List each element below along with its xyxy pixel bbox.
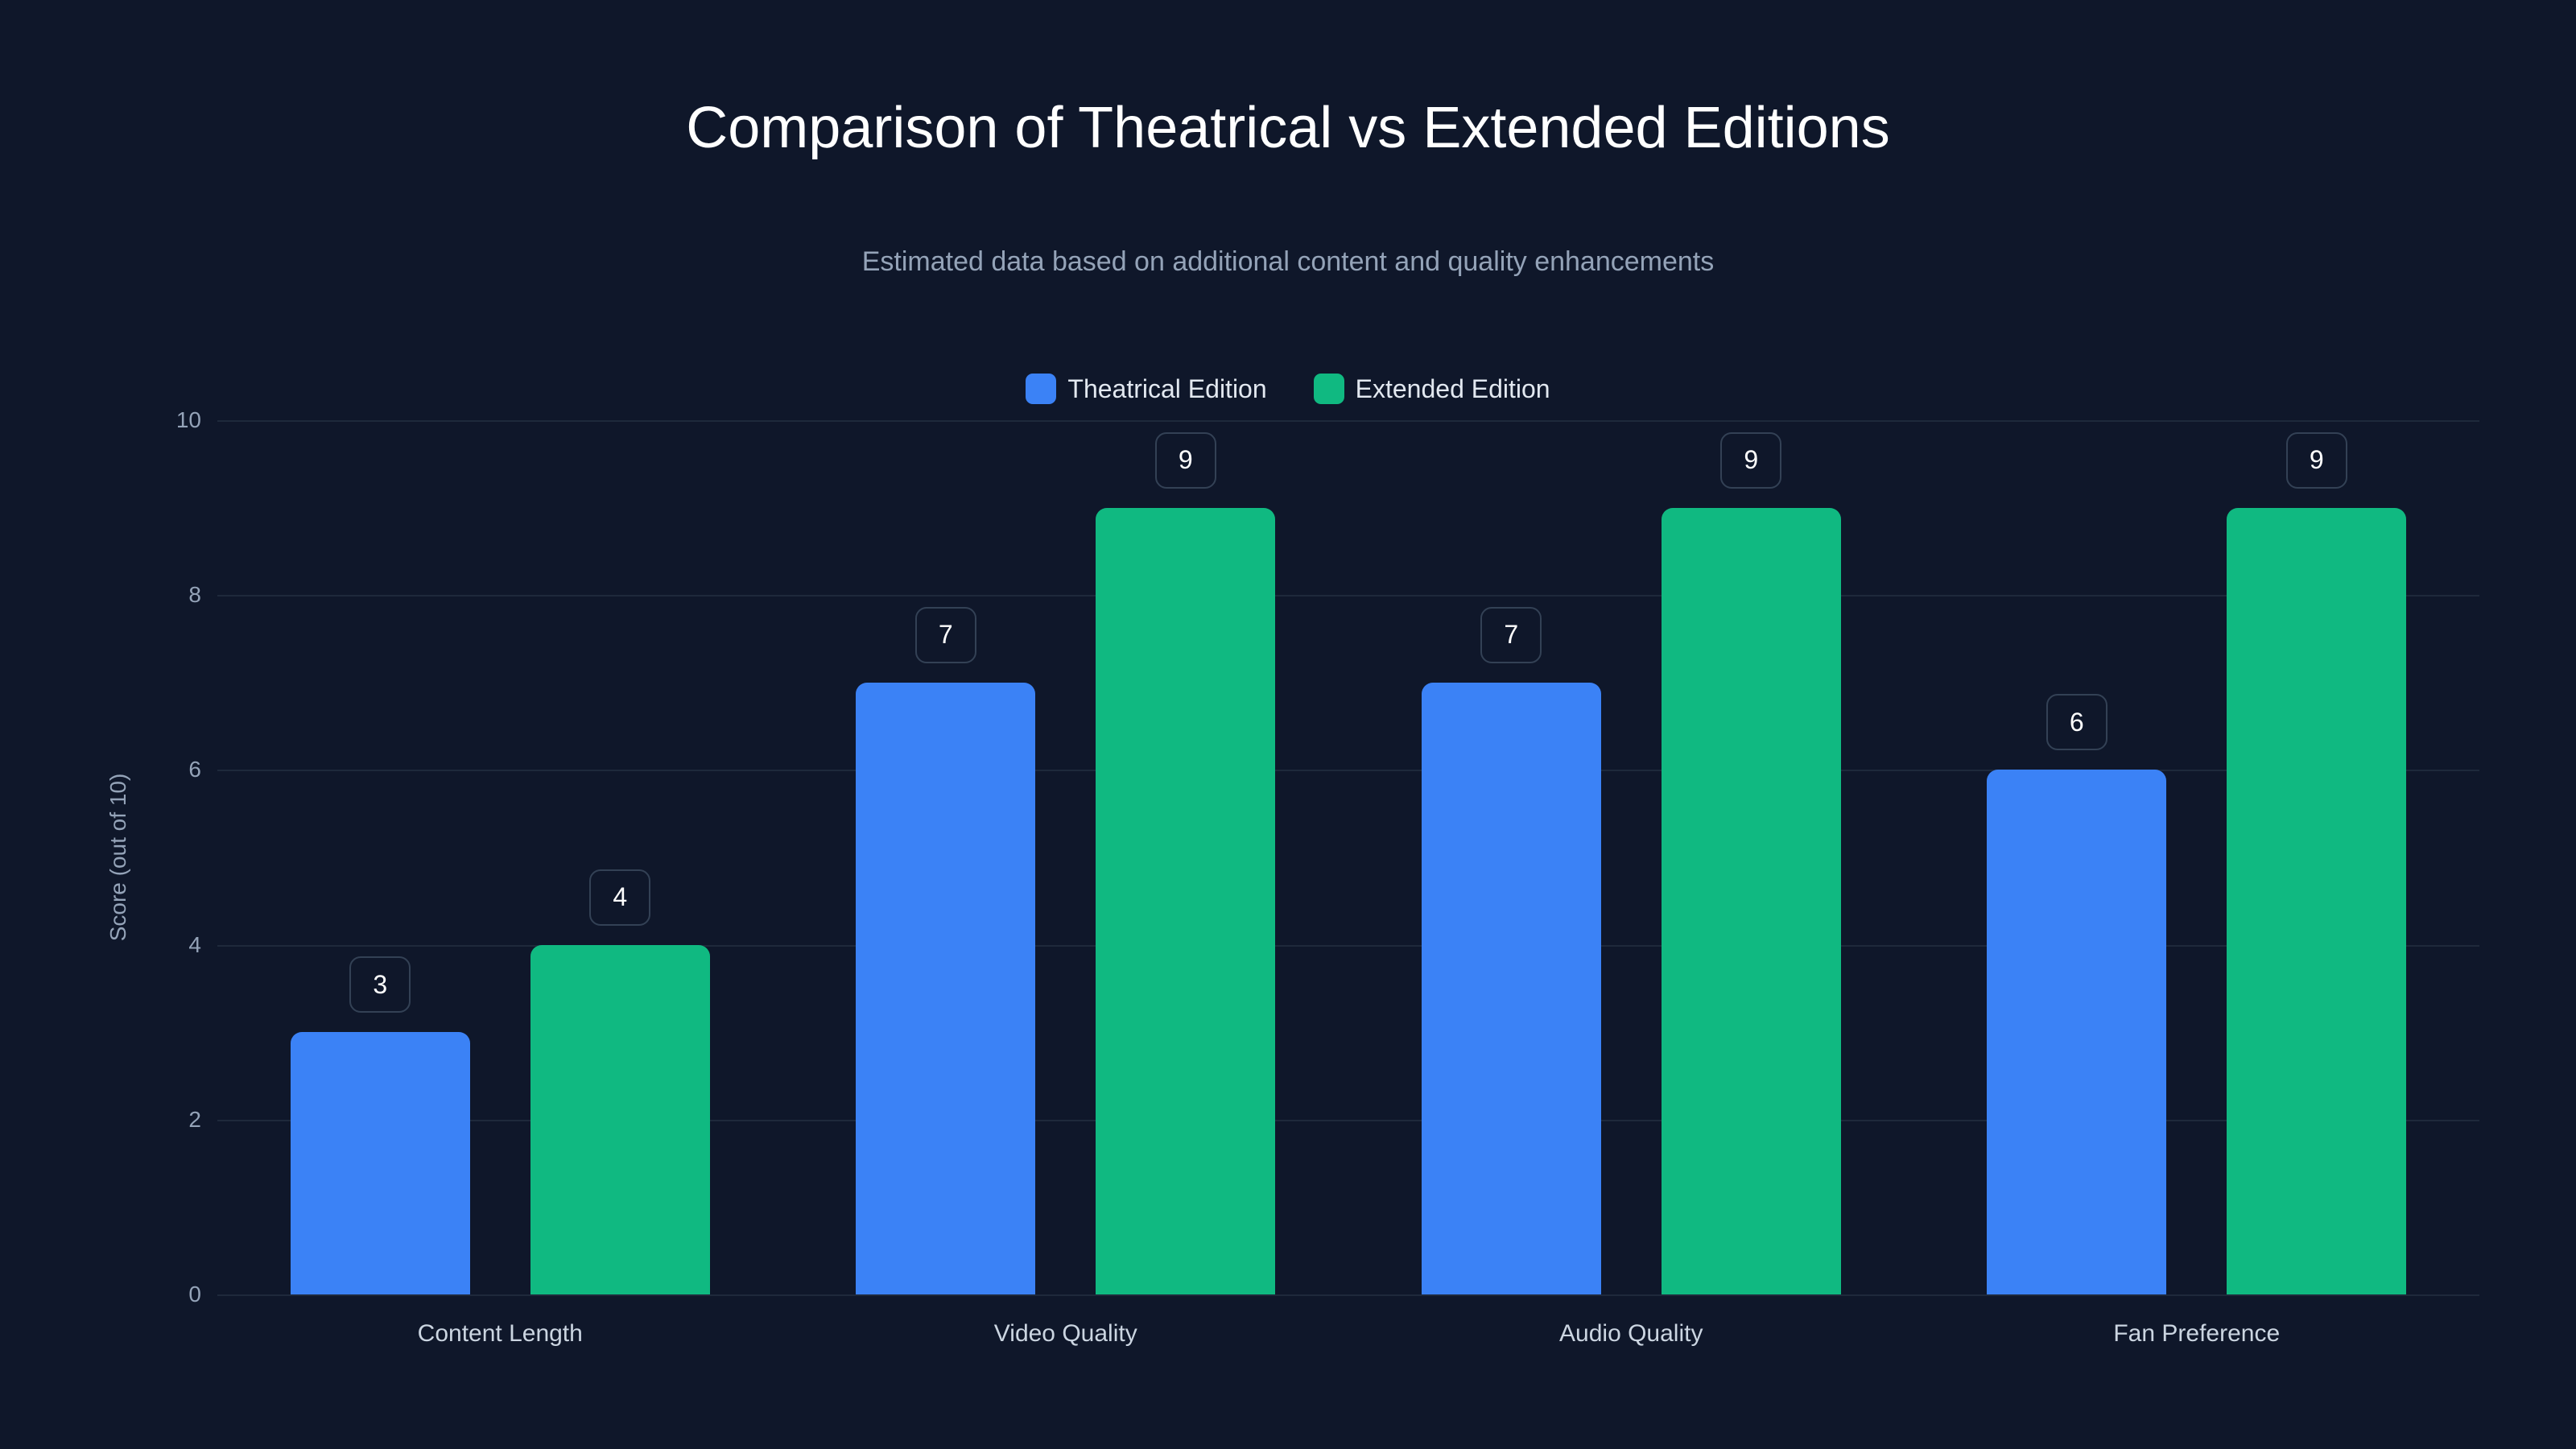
- gridline: [217, 1119, 2479, 1121]
- value-label: 9: [2285, 431, 2347, 489]
- gridline: [217, 420, 2479, 422]
- plot-area: 3 4 7 9 7 9 6 9: [217, 420, 2479, 1296]
- y-tick-label: 8: [188, 582, 201, 608]
- value-label: 4: [589, 869, 651, 926]
- x-tick-label: Fan Preference: [2113, 1320, 2281, 1347]
- gridline: [217, 944, 2479, 947]
- legend-swatch-icon: [1026, 374, 1057, 404]
- value-label: 7: [1480, 606, 1542, 663]
- legend: Theatrical Edition Extended Edition: [0, 374, 2576, 404]
- y-tick-label: 2: [188, 1106, 201, 1132]
- bar-extended[interactable]: [2227, 507, 2407, 1294]
- gridline: [217, 1294, 2479, 1296]
- chart-title: Comparison of Theatrical vs Extended Edi…: [686, 96, 1890, 160]
- legend-item-extended[interactable]: Extended Edition: [1313, 374, 1550, 404]
- x-tick-label: Audio Quality: [1559, 1320, 1703, 1347]
- y-tick-label: 0: [188, 1282, 201, 1307]
- y-tick-label: 4: [188, 931, 201, 957]
- y-tick-label: 10: [175, 407, 201, 432]
- bar-theatrical[interactable]: [1987, 770, 2167, 1294]
- x-tick-label: Content Length: [417, 1320, 583, 1347]
- value-label: 6: [2046, 694, 2107, 751]
- legend-swatch-icon: [1313, 374, 1344, 404]
- bar-theatrical[interactable]: [290, 1032, 470, 1294]
- chart-subtitle: Estimated data based on additional conte…: [861, 246, 1715, 277]
- value-label: 7: [914, 606, 976, 663]
- bar-extended[interactable]: [530, 944, 710, 1294]
- gridline: [217, 770, 2479, 772]
- bar-extended[interactable]: [1661, 507, 1841, 1294]
- y-axis-label: Score (out of 10): [105, 773, 130, 942]
- bar-extended[interactable]: [1096, 507, 1276, 1294]
- value-label: 9: [1720, 431, 1782, 489]
- gridline: [217, 595, 2479, 597]
- value-label: 3: [349, 956, 411, 1013]
- bar-theatrical[interactable]: [1421, 682, 1601, 1294]
- bar-theatrical[interactable]: [856, 682, 1036, 1294]
- x-tick-label: Video Quality: [993, 1320, 1137, 1347]
- legend-label: Extended Edition: [1355, 374, 1550, 403]
- legend-item-theatrical[interactable]: Theatrical Edition: [1026, 374, 1267, 404]
- value-label: 9: [1154, 431, 1216, 489]
- legend-label: Theatrical Edition: [1067, 374, 1267, 403]
- y-tick-label: 6: [188, 757, 201, 782]
